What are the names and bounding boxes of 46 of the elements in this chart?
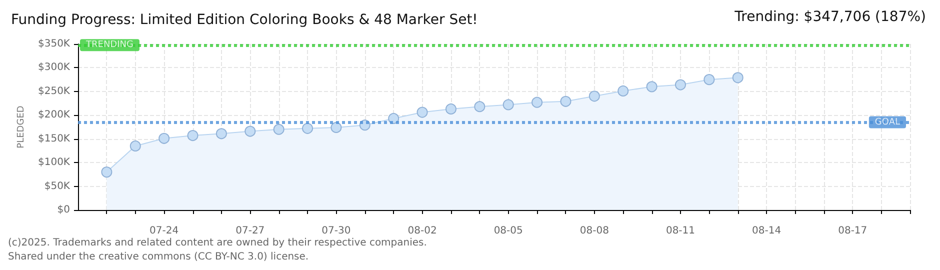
point — [732, 72, 744, 84]
x-tick-label: 08-14 — [752, 226, 782, 236]
x-tick-label: 07-30 — [322, 226, 351, 236]
chart-title: Funding Progress: Limited Edition Coloring Books & 48 Marker Set! — [11, 12, 478, 28]
point — [416, 106, 428, 118]
y-tick-label: $50K — [44, 180, 70, 192]
x-tick-label: 07-24 — [150, 226, 179, 236]
point — [187, 130, 198, 142]
x-tick-label: 08-08 — [580, 226, 609, 236]
point — [130, 140, 141, 152]
point — [216, 128, 227, 140]
point — [445, 103, 456, 114]
y-tick-label: $0 — [57, 204, 70, 216]
point — [502, 99, 514, 110]
point — [302, 122, 314, 134]
point — [532, 96, 543, 108]
ref-line-label: GOAL — [874, 117, 900, 128]
y-tick-label: $200K — [38, 110, 70, 121]
y-tick-label: $350K — [38, 38, 70, 50]
point — [273, 124, 284, 135]
y-tick-label: $250K — [38, 86, 70, 97]
x-tick-label: 07-27 — [236, 226, 265, 236]
point — [330, 122, 342, 133]
x-tick-label: 08-11 — [666, 226, 696, 236]
text: Trending: $347,706 (187%) — [734, 9, 926, 25]
y-tick-label: $150K — [38, 133, 70, 144]
ref-line-label: TRENDING — [85, 40, 134, 50]
point — [646, 81, 658, 92]
text: Shared under the creative commons (CC BY-NC 3.0) license. — [8, 252, 309, 262]
x-tick-label: 08-05 — [494, 226, 523, 236]
point — [244, 126, 256, 137]
point — [588, 90, 600, 102]
point — [704, 74, 715, 86]
point — [474, 101, 486, 112]
text: (c)2025. Trademarks and related content are owned by their respective companies. — [8, 238, 427, 248]
point — [101, 166, 112, 178]
y-tick-label: $100K — [38, 157, 70, 168]
point — [158, 132, 170, 144]
x-tick-label: 08-17 — [838, 226, 868, 236]
point — [560, 96, 572, 107]
point — [388, 112, 400, 124]
x-tick-label: 08-02 — [408, 226, 437, 236]
point — [674, 79, 686, 90]
point — [618, 85, 629, 96]
y-tick-label: $300K — [38, 62, 70, 74]
y-axis-title: PLEDGED — [16, 106, 26, 148]
